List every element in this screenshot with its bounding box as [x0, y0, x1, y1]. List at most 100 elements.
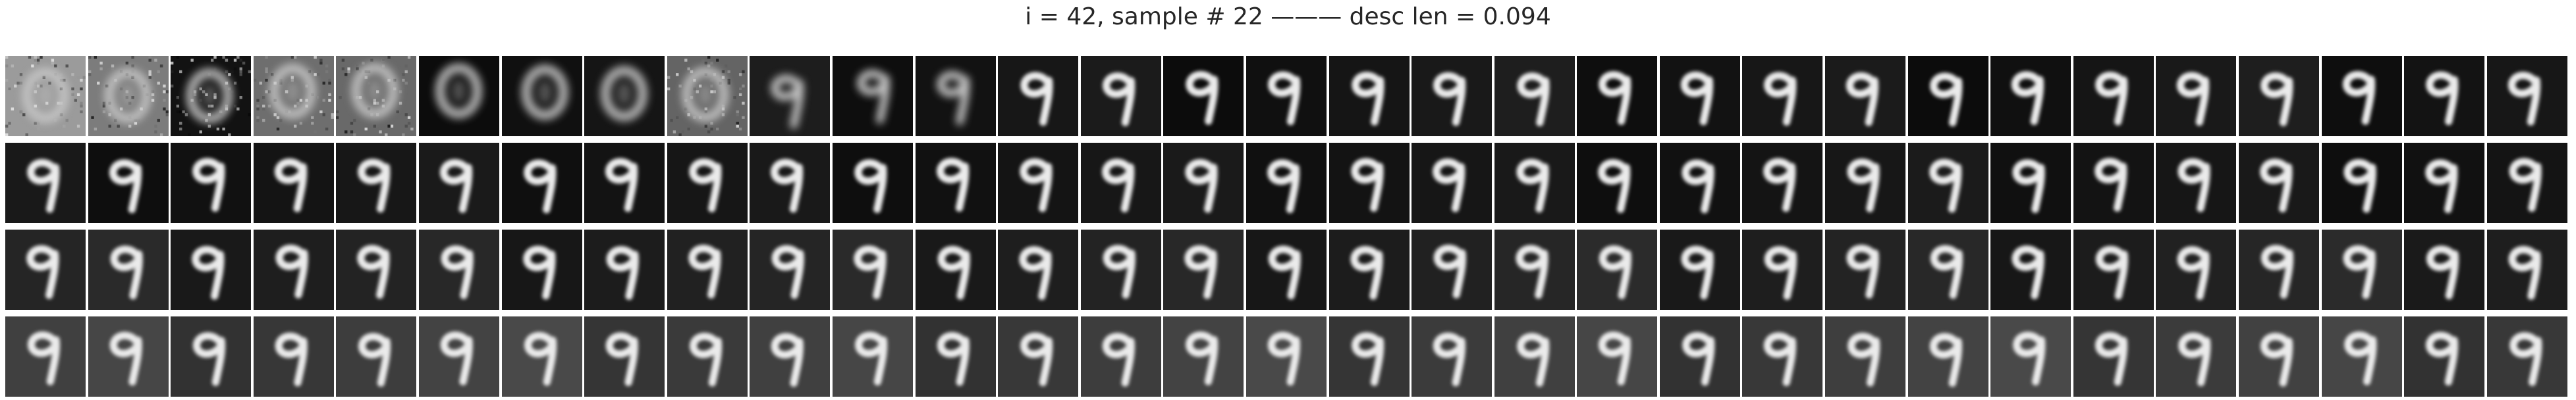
noise-pixel	[704, 110, 707, 114]
noise-pixel	[402, 78, 405, 82]
noise-pixel	[382, 59, 385, 62]
noise-pixel	[113, 118, 117, 122]
noise-pixel	[342, 67, 345, 70]
noise-pixel	[328, 82, 331, 85]
noise-pixel	[404, 124, 408, 128]
noise-pixel	[364, 76, 368, 79]
digit-image-tile	[832, 316, 913, 397]
noise-pixel	[347, 67, 351, 70]
noise-pixel	[721, 113, 725, 116]
digit-nine-stroke	[440, 332, 473, 386]
noise-pixel	[148, 59, 151, 62]
noise-pixel	[391, 124, 394, 128]
digit-image-tile	[1825, 316, 1906, 397]
noise-pixel	[701, 59, 705, 62]
digit-nine-stroke	[2507, 72, 2540, 126]
noise-pixel	[738, 73, 742, 76]
noise-pixel	[715, 59, 719, 62]
digit-nine-stroke	[192, 245, 225, 300]
noise-pixel	[707, 64, 711, 68]
noise-pixel	[125, 90, 128, 93]
tile-background	[1411, 230, 1493, 310]
noise-pixel	[742, 116, 745, 119]
digit-image-tile	[1742, 230, 1823, 310]
digit-nine-stroke	[1101, 159, 1135, 213]
noise-pixel	[376, 101, 379, 105]
noise-pixel	[322, 82, 325, 85]
noise-pixel	[276, 116, 279, 119]
noise-pixel	[128, 124, 131, 128]
digit-image-tile	[2073, 56, 2154, 136]
digit-nine-stroke	[1848, 332, 1880, 387]
digit-image-tile	[1742, 143, 1823, 223]
digit-nine-stroke	[2343, 159, 2376, 213]
digit-image-tile	[1990, 230, 2071, 310]
digit-image-tile	[667, 56, 748, 136]
noise-pixel	[28, 56, 32, 59]
noise-pixel	[40, 84, 43, 88]
digit-nine-stroke	[1598, 159, 1631, 213]
noise-pixel	[74, 99, 77, 102]
digit-nine-stroke	[1102, 332, 1135, 387]
noise-pixel	[11, 107, 14, 111]
noise-pixel	[408, 122, 411, 125]
noise-pixel	[399, 90, 402, 93]
noise-pixel	[742, 101, 745, 105]
digit-image-tile	[171, 316, 252, 397]
digit-nine-stroke	[2178, 158, 2211, 213]
noise-pixel	[14, 84, 17, 88]
digit-nine-stroke	[2343, 245, 2376, 299]
noise-pixel	[179, 110, 182, 114]
noise-pixel	[51, 59, 55, 62]
noise-pixel	[239, 67, 243, 70]
noise-pixel	[704, 107, 707, 111]
noise-pixel	[117, 124, 120, 128]
noise-pixel	[213, 56, 217, 59]
noise-pixel	[165, 90, 169, 93]
noise-pixel	[225, 59, 229, 62]
noise-pixel	[347, 70, 351, 74]
noise-pixel	[179, 127, 182, 131]
image-grid	[5, 56, 2574, 397]
digit-image-tile	[2404, 56, 2485, 136]
noise-pixel	[404, 70, 408, 74]
digit-image-tile	[832, 230, 913, 310]
digit-nine-stroke	[937, 245, 970, 300]
noise-pixel	[80, 101, 83, 105]
digit-nine-stroke	[22, 67, 69, 124]
noise-pixel	[256, 118, 260, 122]
noise-pixel	[696, 90, 699, 93]
digit-nine-stroke	[2509, 332, 2542, 386]
noise-pixel	[40, 56, 43, 59]
digit-nine-stroke	[269, 63, 316, 120]
noise-pixel	[364, 127, 368, 131]
noise-pixel	[153, 130, 157, 134]
noise-pixel	[253, 78, 257, 82]
noise-pixel	[202, 90, 206, 93]
noise-pixel	[34, 122, 37, 125]
noise-pixel	[331, 113, 334, 116]
digit-nine-stroke	[771, 333, 804, 388]
noise-pixel	[234, 59, 237, 62]
digit-nine-stroke	[937, 71, 970, 126]
digit-nine-stroke	[110, 245, 143, 300]
digit-image-tile	[1411, 143, 1493, 223]
noise-pixel	[362, 61, 365, 65]
digit-image-tile	[1907, 230, 1988, 310]
noise-pixel	[125, 84, 128, 88]
digit-nine-stroke	[1433, 244, 1467, 299]
noise-pixel	[402, 73, 405, 76]
noise-pixel	[285, 90, 288, 93]
noise-pixel	[322, 113, 325, 116]
noise-pixel	[736, 113, 739, 116]
digit-image-tile	[1825, 143, 1906, 223]
digit-image-tile	[2404, 230, 2485, 310]
noise-pixel	[179, 122, 182, 125]
digit-image-tile	[1990, 143, 2071, 223]
noise-pixel	[350, 130, 354, 134]
noise-pixel	[715, 127, 719, 131]
digit-nine-stroke	[1433, 158, 1466, 213]
noise-pixel	[296, 99, 300, 102]
noise-pixel	[356, 67, 360, 70]
noise-pixel	[391, 118, 394, 122]
